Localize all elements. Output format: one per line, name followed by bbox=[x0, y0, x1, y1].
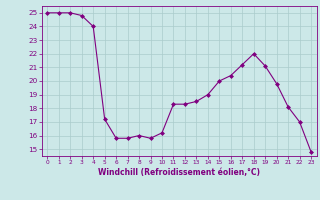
X-axis label: Windchill (Refroidissement éolien,°C): Windchill (Refroidissement éolien,°C) bbox=[98, 168, 260, 177]
